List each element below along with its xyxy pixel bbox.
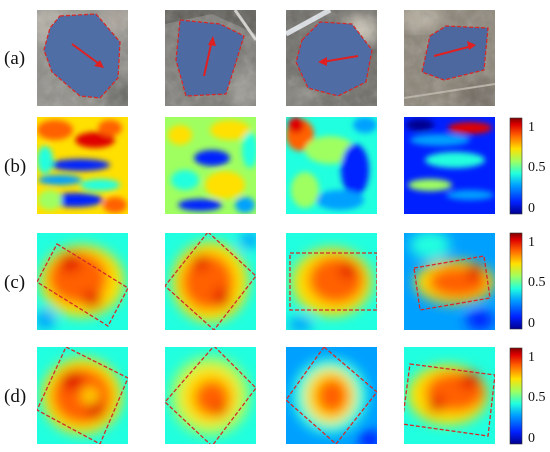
colorbar-c-tick-0: 0: [528, 316, 535, 331]
colorbar-d-tick-0-5: 0.5: [528, 390, 546, 405]
satellite-image-a3: [286, 10, 377, 106]
feature-map-b3: [286, 117, 377, 214]
heatmap-d3: [286, 347, 377, 444]
colorbar-c-tick-1: 1: [528, 235, 535, 250]
satellite-image-a1: [37, 10, 128, 106]
heatmap-d2: [165, 347, 256, 444]
heatmap-d1: [37, 347, 128, 444]
colorbar-d-tick-0: 0: [528, 431, 535, 446]
row-label-b: (b): [4, 156, 26, 177]
colorbar-d: 1 0.5 0: [509, 347, 546, 446]
feature-map-b4: [404, 117, 495, 214]
colorbar-d-tick-1: 1: [528, 350, 535, 365]
feature-map-b2: [165, 117, 256, 214]
satellite-image-a4: [404, 10, 495, 106]
satellite-image-a2: [165, 10, 256, 106]
heatmap-c4: [404, 233, 495, 330]
feature-map-b1: [37, 117, 128, 214]
row-label-a: (a): [4, 48, 25, 69]
colorbar-b-tick-0-5: 0.5: [528, 160, 546, 175]
heatmap-c2: [165, 233, 256, 330]
colorbar-b-tick-0: 0: [528, 201, 535, 216]
row-label-d: (d): [4, 386, 26, 407]
heatmap-c3: [286, 233, 377, 330]
heatmap-d4: [404, 347, 495, 444]
colorbar-c-tick-0-5: 0.5: [528, 275, 546, 290]
heatmap-c1: [37, 233, 128, 330]
colorbar-c: 1 0.5 0: [509, 232, 546, 331]
colorbar-b-tick-1: 1: [528, 120, 535, 135]
colorbar-b: 1 0.5 0: [509, 117, 546, 216]
row-label-c: (c): [4, 272, 25, 293]
